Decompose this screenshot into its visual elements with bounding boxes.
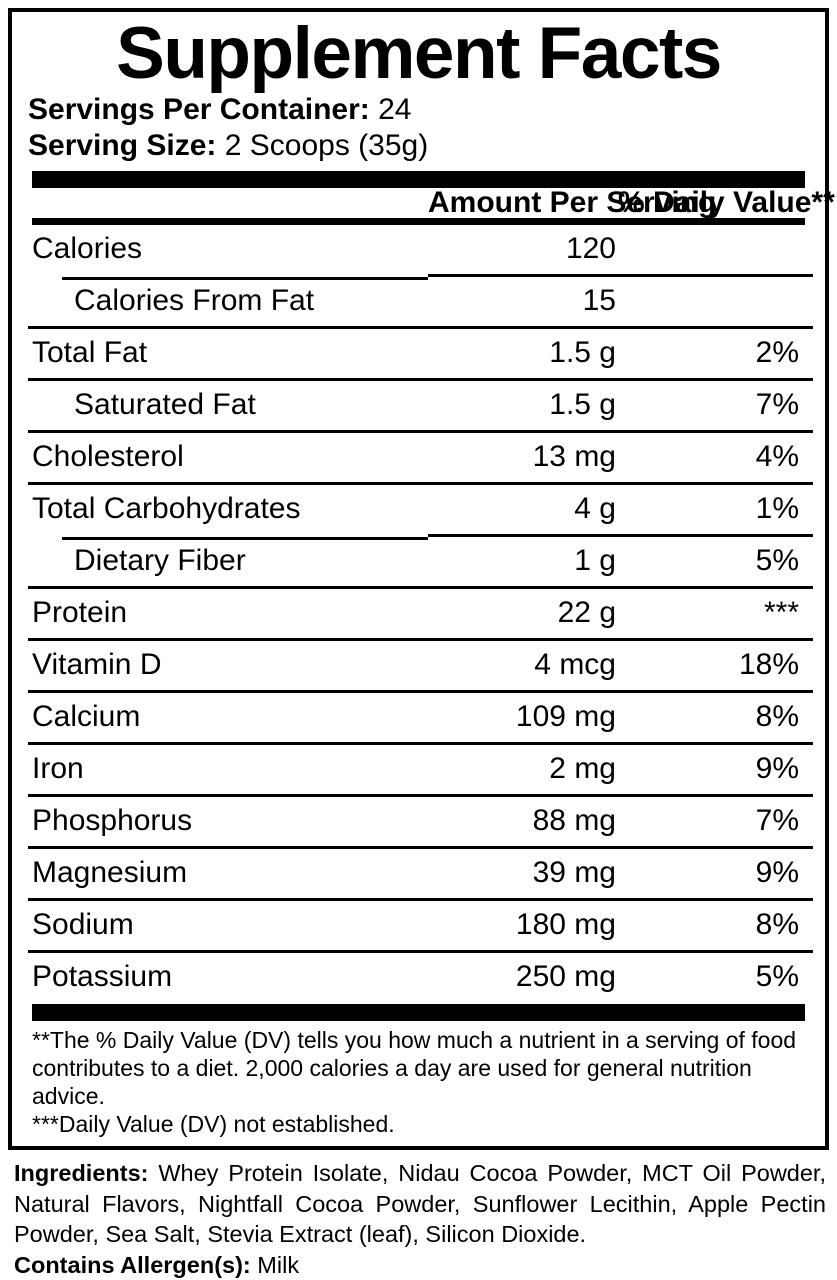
nutrient-daily-value: 8% [618, 689, 813, 744]
facts-panel: Supplement Facts Servings Per Container:… [8, 8, 835, 1150]
nutrient-daily-value: 7% [618, 793, 813, 848]
nutrient-name: Saturated Fat [28, 377, 428, 432]
table-row: Iron 2 mg 9% [28, 741, 813, 796]
nutrient-daily-value: 18% [618, 637, 813, 692]
nutrient-daily-value: 4% [618, 429, 813, 484]
nutrient-name: Calories From Fat [28, 275, 428, 328]
table-row: Sodium 180 mg 8% [28, 897, 813, 952]
table-row: Phosphorus 88 mg 7% [28, 793, 813, 848]
not-established-note: ***Daily Value (DV) not established. [32, 1110, 395, 1137]
bottom-divider-bar [32, 1003, 805, 1021]
nutrient-name: Potassium [28, 949, 428, 1002]
table-row: Potassium 250 mg 5% [28, 949, 813, 1002]
serving-size-value: 2 Scoops (35g) [224, 129, 429, 163]
nutrient-amount: 4 mcg [428, 637, 618, 692]
nutrient-name: Total Fat [28, 325, 428, 380]
nutrient-daily-value: 2% [618, 325, 813, 380]
ingredients-block: Ingredients: Whey Protein Isolate, Nidau… [14, 1158, 826, 1280]
table-row: Total Carbohydrates 4 g 1% [28, 481, 813, 536]
nutrition-table: Amount Per Serving % Daily Value** [28, 185, 835, 219]
nutrient-amount: 15 [428, 273, 618, 328]
ingredients-label: Ingredients: [14, 1160, 149, 1186]
nutrient-daily-value: 9% [618, 845, 813, 900]
page-title: Supplement Facts [116, 13, 722, 94]
nutrient-daily-value [618, 273, 813, 328]
nutrient-amount: 22 g [428, 585, 618, 640]
column-header-name [28, 188, 428, 218]
nutrient-name: Magnesium [28, 845, 428, 900]
column-header-amount: Amount Per Serving [428, 185, 717, 219]
servings-per-container: Servings Per Container: 24 [28, 92, 809, 129]
ingredients-line: Ingredients: Whey Protein Isolate, Nidau… [14, 1158, 826, 1250]
allergen-label: Contains Allergen(s): [14, 1251, 251, 1278]
nutrient-amount: 88 mg [428, 793, 618, 848]
nutrient-daily-value [618, 225, 813, 276]
serving-info: Servings Per Container: 24 Serving Size:… [28, 92, 809, 165]
nutrient-name: Iron [28, 741, 428, 796]
nutrition-table-body: Calories 120 Calories From Fat 15 Total Fat 1… [28, 225, 813, 1002]
nutrient-daily-value: 9% [618, 741, 813, 796]
nutrient-amount: 1.5 g [428, 377, 618, 432]
nutrient-daily-value: 1% [618, 481, 813, 536]
nutrient-amount: 109 mg [428, 689, 618, 744]
table-row: Total Fat 1.5 g 2% [28, 325, 813, 380]
nutrient-name: Sodium [28, 897, 428, 952]
nutrient-amount: 120 [565, 231, 616, 265]
nutrient-amount: 250 mg [428, 949, 618, 1002]
nutrient-name: Vitamin D [28, 637, 428, 692]
nutrient-daily-value: 5% [618, 949, 813, 1002]
table-header-row: Amount Per Serving % Daily Value** [28, 185, 835, 219]
allergen-line: Contains Allergen(s): Milk [14, 1250, 826, 1280]
servings-per-container-label: Servings Per Container: [28, 92, 370, 126]
table-row: Calcium 109 mg 8% [28, 689, 813, 744]
footnote-block: **The % Daily Value (DV) tells you how m… [28, 1021, 809, 1146]
nutrient-name: Protein [28, 585, 428, 640]
nutrient-name: Cholesterol [28, 429, 428, 484]
nutrient-name: Calcium [28, 689, 428, 744]
serving-size: Serving Size: 2 Scoops (35g) [28, 128, 809, 165]
table-row: Magnesium 39 mg 9% [28, 845, 813, 900]
table-row: Protein 22 g *** [28, 585, 813, 640]
nutrient-daily-value: 5% [618, 533, 813, 588]
nutrient-amount: 39 mg [428, 845, 618, 900]
nutrient-name: Dietary Fiber [28, 535, 428, 588]
column-header-daily-value: % Daily Value** [618, 185, 835, 219]
nutrient-name: Calories [32, 231, 143, 265]
servings-per-container-value: 24 [378, 92, 412, 126]
header-divider-bar [32, 217, 805, 225]
nutrient-amount: 1.5 g [428, 325, 618, 380]
allergen-text: Milk [257, 1251, 300, 1278]
table-row: Calories 120 [28, 225, 813, 276]
top-divider-bar [32, 170, 805, 188]
nutrient-name: Total Carbohydrates [28, 481, 428, 536]
nutrient-name: Phosphorus [28, 793, 428, 848]
table-row: Cholesterol 13 mg 4% [28, 429, 813, 484]
ingredients-text: Whey Protein Isolate, Nidau Cocoa Powder… [14, 1160, 826, 1248]
nutrient-daily-value: *** [618, 585, 813, 640]
nutrient-daily-value: 8% [618, 897, 813, 952]
nutrient-amount: 180 mg [428, 897, 618, 952]
nutrient-daily-value: 7% [618, 377, 813, 432]
nutrient-amount: 13 mg [428, 429, 618, 484]
serving-size-label: Serving Size: [28, 129, 217, 163]
nutrient-amount: 1 g [428, 533, 618, 588]
nutrient-amount: 4 g [428, 481, 618, 536]
daily-value-note: **The % Daily Value (DV) tells you how m… [32, 1026, 797, 1109]
table-row: Saturated Fat 1.5 g 7% [28, 377, 813, 432]
table-row: Calories From Fat 15 [28, 273, 813, 328]
table-row: Dietary Fiber 1 g 5% [28, 533, 813, 588]
nutrient-amount: 2 mg [428, 741, 618, 796]
